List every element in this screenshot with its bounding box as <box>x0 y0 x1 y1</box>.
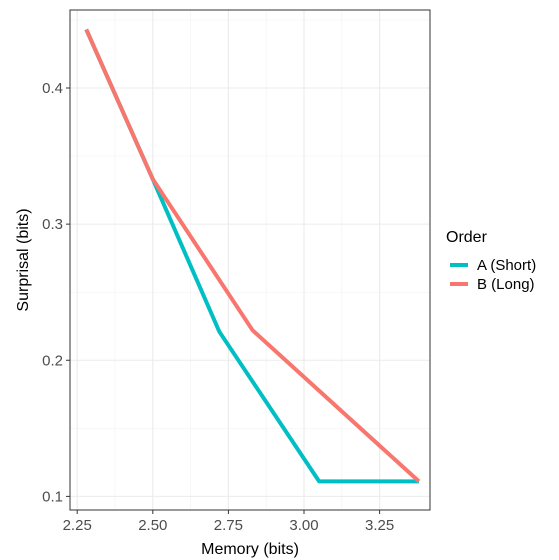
y-tick-label: 0.3 <box>42 216 63 233</box>
panel-background <box>70 10 430 510</box>
legend-label-a-short: A (Short) <box>477 257 536 274</box>
x-tick-label: 2.50 <box>138 517 167 534</box>
x-tick-label: 2.25 <box>63 517 92 534</box>
y-tick-label: 0.4 <box>42 80 63 97</box>
grid-minor <box>70 10 430 510</box>
series-layer <box>84 28 421 484</box>
y-tick-label: 0.1 <box>42 488 63 505</box>
y-axis-title: Surprisal (bits) <box>15 208 32 311</box>
x-axis-title: Memory (bits) <box>201 541 299 558</box>
y-axis: 0.1 0.2 0.3 0.4 <box>42 80 70 505</box>
grid-major <box>70 10 430 510</box>
x-tick-label: 3.25 <box>365 517 394 534</box>
x-axis: 2.25 2.50 2.75 3.00 3.25 <box>63 510 394 534</box>
x-tick-label: 3.00 <box>289 517 318 534</box>
legend: Order A (Short) B (Long) <box>446 229 536 293</box>
series-line-b-long <box>84 28 421 483</box>
y-tick-label: 0.2 <box>42 352 63 369</box>
panel-border <box>69 9 431 511</box>
legend-title: Order <box>446 229 488 246</box>
x-tick-label: 2.75 <box>214 517 243 534</box>
legend-label-b-long: B (Long) <box>477 276 535 293</box>
